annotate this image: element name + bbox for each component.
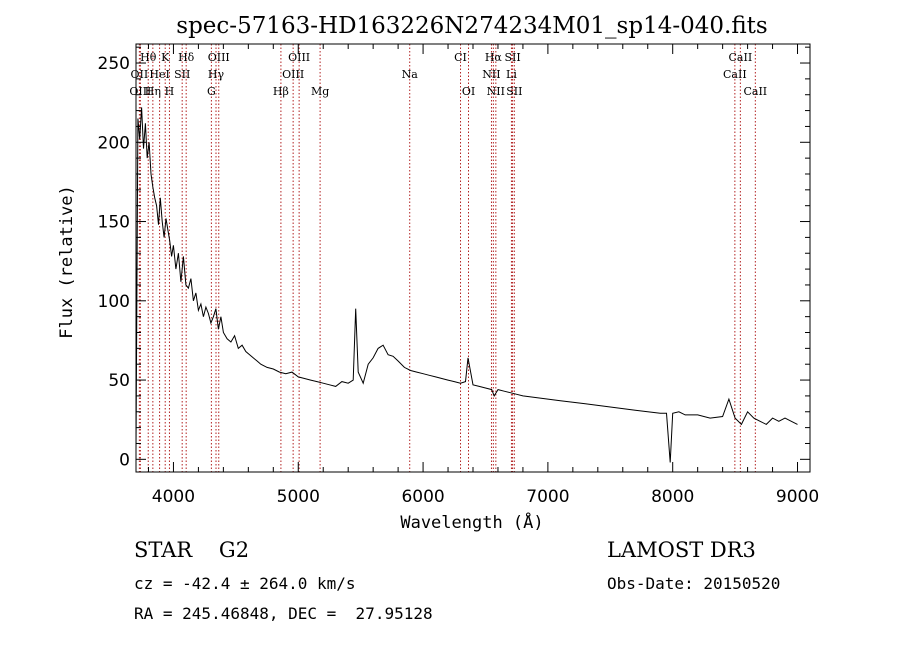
line-label-bottom-5: Mg — [311, 85, 329, 98]
line-label-top-1: K — [161, 51, 170, 64]
spectrum-line — [135, 107, 798, 463]
line-label-top-4: OIII — [288, 51, 310, 64]
line-label-top-5: CI — [454, 51, 467, 64]
x-tick-label-5: 9000 — [776, 487, 819, 507]
chart-title: spec-57163-HD163226N274234M01_sp14-040.f… — [176, 13, 767, 39]
redshift-velocity: cz = -42.4 ± 264.0 km/s — [134, 574, 356, 593]
line-label-bottom-9: CaII — [743, 85, 767, 98]
line-label-top-0: Hθ — [140, 51, 157, 64]
x-tick-label-1: 5000 — [277, 487, 320, 507]
y-tick-label-4: 200 — [98, 133, 130, 153]
survey-name: LAMOST DR3 — [607, 538, 756, 562]
x-axis-label: Wavelength (Å) — [400, 511, 543, 533]
line-label-middle-2: SII — [174, 68, 190, 81]
line-label-middle-8: CaII — [723, 68, 747, 81]
x-tick-label-4: 8000 — [651, 487, 694, 507]
line-label-middle-6: NII — [482, 68, 500, 81]
object-class: STAR G2 — [134, 538, 250, 562]
plot-frame — [135, 43, 811, 473]
line-label-middle-7: Li — [506, 68, 517, 81]
x-tick-label-3: 7000 — [526, 487, 569, 507]
line-label-bottom-6: OI — [462, 85, 475, 98]
x-tick-label-0: 4000 — [152, 487, 195, 507]
line-label-top-6: Hα — [485, 51, 503, 64]
line-label-middle-3: Hγ — [208, 68, 225, 81]
line-label-bottom-7: NII — [487, 85, 505, 98]
y-axis-label: Flux (relative) — [57, 185, 77, 339]
line-label-middle-0: OII — [131, 68, 149, 81]
line-label-middle-5: Na — [402, 68, 419, 81]
line-label-bottom-8: SII — [506, 85, 522, 98]
line-label-bottom-4: Hβ — [273, 85, 289, 98]
line-label-bottom-0: OIII — [129, 85, 151, 98]
y-tick-label-2: 100 — [98, 292, 130, 312]
line-label-top-8: CaII — [729, 51, 753, 64]
observation-date: Obs-Date: 20150520 — [607, 574, 781, 593]
line-label-top-2: Hδ — [178, 51, 195, 64]
x-axis: 4000 5000 6000 7000 8000 9000 — [147, 44, 819, 507]
line-label-top-3: OIII — [208, 51, 230, 64]
line-label-bottom-1: Hη — [145, 85, 161, 98]
y-axis: 0 50 100 150 200 250 — [98, 46, 810, 470]
y-tick-label-1: 50 — [108, 371, 130, 391]
line-label-middle-4: OIII — [282, 68, 304, 81]
spectral-line-markers — [138, 44, 756, 472]
y-tick-label-3: 150 — [98, 213, 130, 233]
y-tick-label-5: 250 — [98, 54, 130, 74]
line-label-bottom-2: H — [165, 85, 175, 98]
line-label-middle-1: HeI — [149, 68, 169, 81]
y-tick-label-0: 0 — [119, 450, 130, 470]
line-label-bottom-3: G — [207, 85, 216, 98]
coordinates: RA = 245.46848, DEC = 27.95128 — [134, 604, 433, 623]
x-tick-label-2: 6000 — [401, 487, 444, 507]
line-label-top-7: SII — [504, 51, 520, 64]
